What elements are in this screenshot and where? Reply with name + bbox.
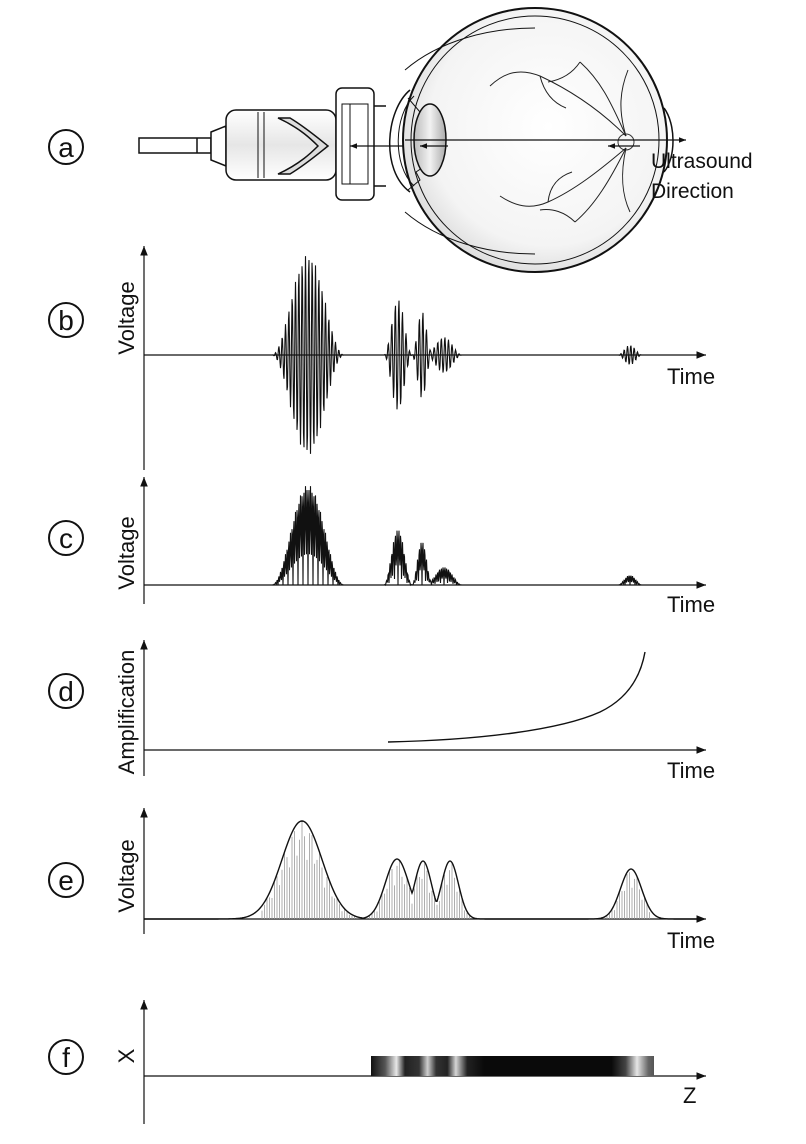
ultrasound-direction-label-2: Direction — [651, 180, 734, 203]
ultrasound-direction-arrows — [350, 137, 686, 149]
panel-e-envelope — [144, 820, 700, 920]
ultrasound-direction-label-1: Ultrasound — [651, 150, 753, 173]
panel-e-xlabel: Time — [667, 928, 715, 953]
panel-e-ylabel: Voltage — [114, 839, 139, 912]
panel-marker-a: a — [48, 129, 84, 165]
panel-e-signal-hatching — [261, 821, 650, 919]
panel-marker-e: e — [48, 862, 84, 898]
panel-b-rf-signal — [144, 256, 700, 454]
panel-marker-d: d — [48, 673, 84, 709]
panel-marker-b: b — [48, 302, 84, 338]
panel-b-xlabel: Time — [667, 364, 715, 389]
panel-c-xlabel: Time — [667, 592, 715, 617]
panel-f-bmode-strip — [371, 1056, 654, 1076]
panel-marker-d-text: d — [58, 676, 74, 707]
panel-c-ylabel: Voltage — [114, 516, 139, 589]
panel-d-xlabel: Time — [667, 758, 715, 783]
panel-marker-b-text: b — [58, 305, 74, 336]
panel-marker-c-text: c — [59, 523, 73, 554]
panel-c-rectified-signal — [144, 486, 700, 587]
panel-marker-a-text: a — [58, 132, 74, 163]
panel-d-axes — [140, 640, 706, 776]
panel-d-ylabel: Amplification — [114, 650, 139, 775]
panel-d-gain-curve — [387, 651, 646, 743]
panel-marker-c: c — [48, 520, 84, 556]
panel-marker-f: f — [48, 1039, 84, 1075]
panel-b-ylabel: Voltage — [114, 281, 139, 354]
panel-marker-e-text: e — [58, 865, 74, 896]
panel-f-xlabel: Z — [683, 1083, 696, 1108]
panel-f-ylabel: X — [114, 1048, 139, 1063]
panel-marker-f-text: f — [62, 1042, 70, 1073]
ultrasound-probe-icon — [138, 87, 386, 201]
